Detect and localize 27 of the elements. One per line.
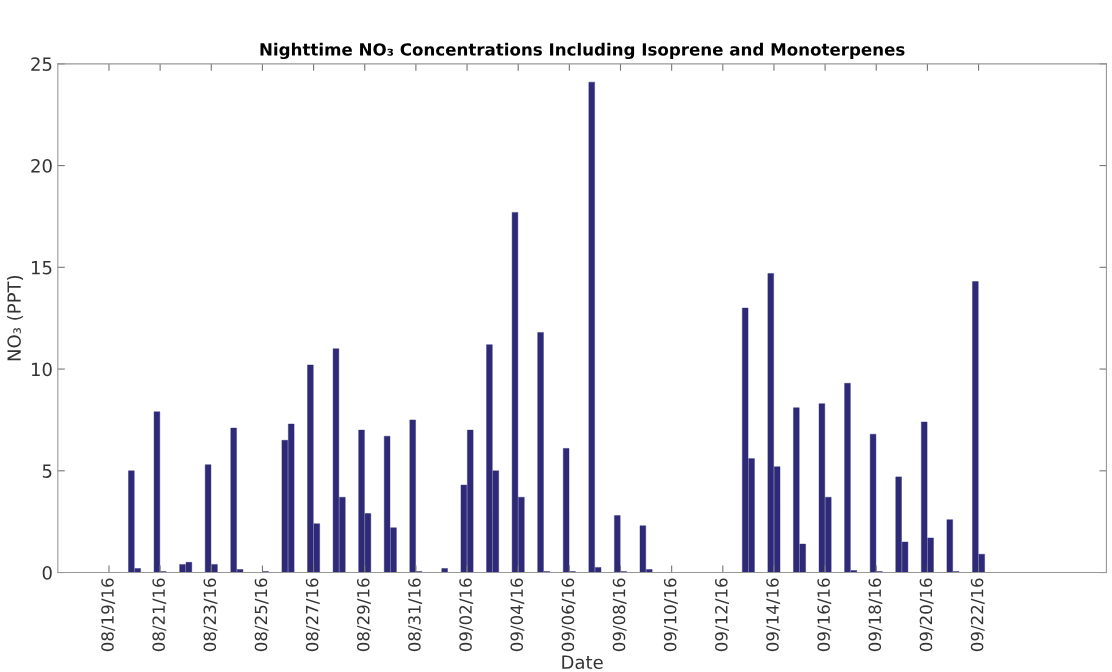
x-tick-label: 09/20/16 xyxy=(919,578,934,652)
y-tick-label: 25 xyxy=(31,57,52,71)
y-axis-title: NO₃ (PPT) xyxy=(6,275,24,361)
x-tick-label: 08/31/16 xyxy=(408,578,423,652)
y-tick-label: 20 xyxy=(31,159,52,173)
x-tick-label: 09/08/16 xyxy=(612,578,627,652)
x-tick-label: 08/25/16 xyxy=(254,578,269,652)
x-tick-label: 09/16/16 xyxy=(817,578,832,652)
y-tick-label: 0 xyxy=(42,566,52,580)
x-tick-label: 09/02/16 xyxy=(459,578,474,652)
x-tick-label: 08/19/16 xyxy=(101,578,116,652)
x-tick-label: 08/23/16 xyxy=(203,578,218,652)
x-tick-label: 09/14/16 xyxy=(766,578,781,652)
x-tick-label: 08/21/16 xyxy=(152,578,167,652)
x-tick-label: 09/18/16 xyxy=(868,578,883,652)
y-tick-label: 10 xyxy=(31,362,52,377)
x-tick-label: 08/29/16 xyxy=(356,578,371,652)
x-tick-label: 08/27/16 xyxy=(305,578,320,652)
x-tick-label: 09/06/16 xyxy=(561,578,576,652)
x-tick-label: 09/04/16 xyxy=(510,578,525,652)
y-tick-label: 15 xyxy=(31,261,52,275)
x-axis-title: Date xyxy=(562,655,603,670)
x-tick-label: 09/10/16 xyxy=(663,578,678,652)
chart-title: Nighttime NO₃ Concentrations Including Isoprene and Monoterpenes xyxy=(260,42,905,60)
x-tick-label: 09/12/16 xyxy=(715,578,729,652)
y-tick-label: 5 xyxy=(42,464,52,478)
x-tick-label: 09/22/16 xyxy=(970,578,985,652)
